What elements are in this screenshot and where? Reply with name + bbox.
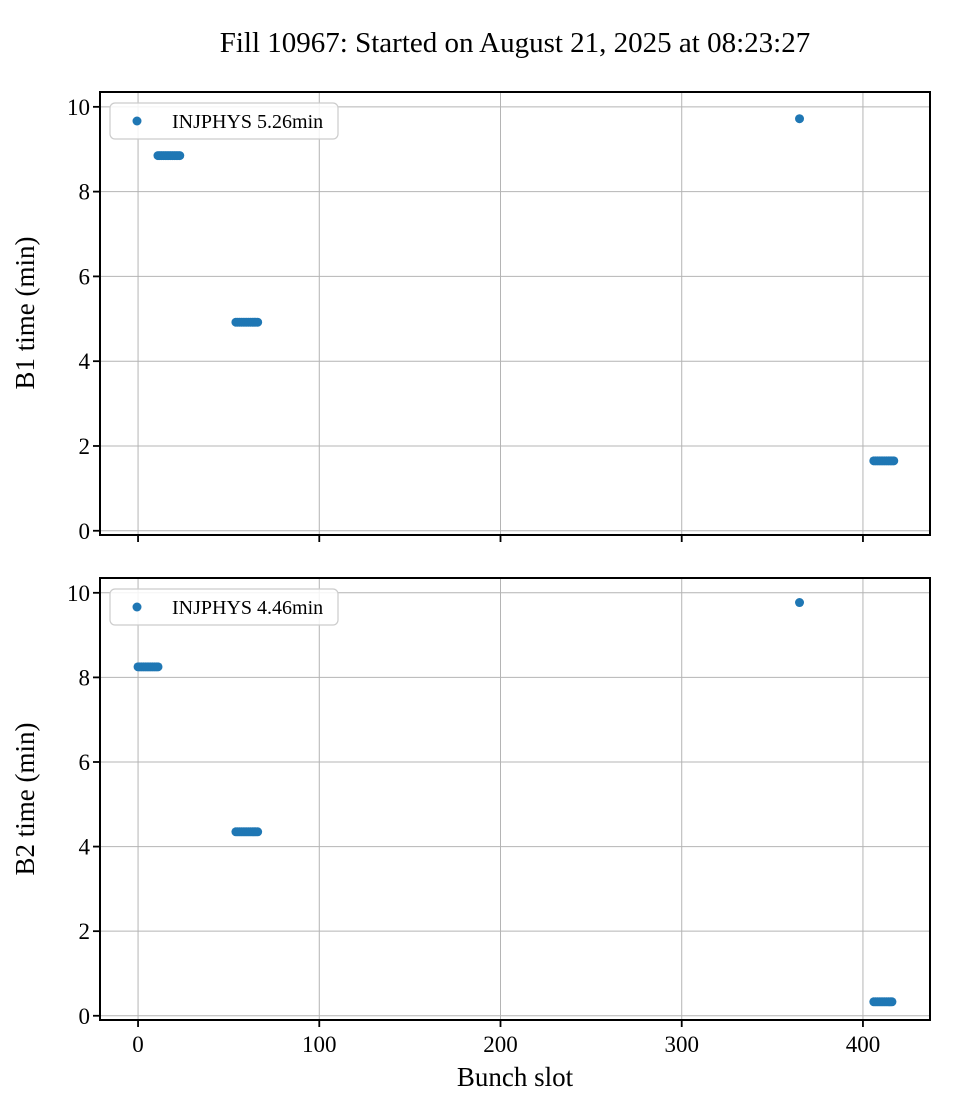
b2-legend-label: INJPHYS 4.46min bbox=[172, 597, 323, 619]
b1-legend: INJPHYS 5.26min bbox=[109, 102, 339, 140]
x-tick-label: 300 bbox=[664, 1032, 699, 1057]
y-tick-label: 8 bbox=[79, 665, 91, 690]
data-point bbox=[795, 114, 805, 124]
y-tick-label: 6 bbox=[79, 750, 91, 775]
y-tick-label: 2 bbox=[79, 919, 91, 944]
b2-y-axis-label: B2 time (min) bbox=[10, 723, 40, 876]
y-tick-label: 4 bbox=[79, 835, 91, 860]
data-point bbox=[253, 317, 263, 327]
y-tick-label: 10 bbox=[67, 581, 90, 606]
b1-plot-frame bbox=[99, 91, 931, 536]
b2-legend: INJPHYS 4.46min bbox=[109, 588, 339, 626]
b2-legend-box bbox=[109, 588, 339, 626]
x-axis-label: Bunch slot bbox=[457, 1062, 574, 1092]
y-tick-label: 0 bbox=[79, 1004, 91, 1029]
b1-data-points bbox=[153, 114, 899, 466]
y-tick-label: 4 bbox=[79, 349, 91, 374]
data-point bbox=[175, 151, 185, 161]
b1-gridlines bbox=[100, 92, 930, 535]
subplot-b2: 0 100 200 300 400 0 2 4 6 8 10 B2 time (min) INJPH… bbox=[10, 577, 931, 1057]
x-tick-label: 0 bbox=[132, 1032, 144, 1057]
y-tick-label: 8 bbox=[79, 180, 91, 205]
subplot-b1: 0 2 4 6 8 10 B1 time (min) INJPHYS 5.26min bbox=[10, 91, 931, 544]
b2-gridlines bbox=[100, 578, 930, 1020]
data-point bbox=[795, 598, 805, 608]
y-tick-label: 10 bbox=[67, 95, 90, 120]
y-tick-label: 6 bbox=[79, 264, 91, 289]
x-tick-label: 100 bbox=[302, 1032, 337, 1057]
b1-tick-labels: 0 2 4 6 8 10 bbox=[67, 95, 91, 544]
figure-title: Fill 10967: Started on August 21, 2025 a… bbox=[220, 27, 810, 59]
b1-tickmarks bbox=[93, 105, 864, 542]
data-point bbox=[153, 662, 163, 672]
b2-data-points bbox=[133, 598, 897, 1007]
b2-legend-marker-icon bbox=[132, 602, 142, 612]
b1-legend-marker-icon bbox=[132, 116, 142, 126]
b1-legend-box bbox=[109, 102, 339, 140]
b2-tickmarks bbox=[93, 591, 864, 1027]
y-tick-label: 2 bbox=[79, 434, 91, 459]
data-point bbox=[889, 456, 899, 466]
b2-plot-frame bbox=[99, 577, 931, 1021]
y-tick-label: 0 bbox=[79, 519, 91, 544]
data-point bbox=[253, 827, 263, 837]
data-point bbox=[887, 997, 897, 1007]
b2-tick-labels: 0 100 200 300 400 0 2 4 6 8 10 bbox=[67, 581, 880, 1057]
b1-legend-label: INJPHYS 5.26min bbox=[172, 111, 323, 133]
b1-y-axis-label: B1 time (min) bbox=[10, 237, 40, 390]
x-tick-label: 200 bbox=[483, 1032, 518, 1057]
x-tick-label: 400 bbox=[846, 1032, 881, 1057]
